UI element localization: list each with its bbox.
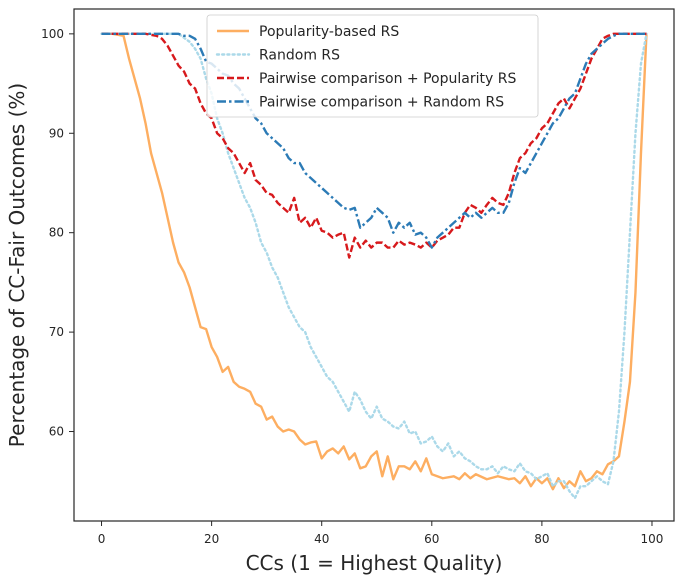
y-tick-label: 90	[49, 126, 64, 140]
x-tick-label: 100	[641, 532, 664, 546]
x-tick-label: 40	[314, 532, 329, 546]
plot-frame	[73, 8, 675, 522]
legend-frame	[206, 14, 539, 118]
y-tick-label: 70	[49, 325, 64, 339]
legend: Popularity-based RS Random RS Pairwise com…	[206, 14, 539, 118]
y-tick-label: 80	[49, 226, 64, 240]
series-line-1	[101, 32, 648, 491]
x-tick-label: 60	[424, 532, 439, 546]
legend-label-4: Pairwise comparison + Random RS	[259, 95, 504, 111]
x-axis-title: CCs (1 = Highest Quality)	[246, 551, 503, 575]
y-tick-label: 60	[49, 425, 64, 439]
x-tick-label: 20	[204, 532, 219, 546]
series-line-3	[101, 32, 647, 259]
legend-label-3: Pairwise comparison + Popularity RS	[259, 71, 516, 87]
series-line-2	[100, 32, 648, 500]
legend-label-2: Random RS	[259, 48, 340, 64]
x-tick-label: 80	[534, 532, 549, 546]
legend-label-1: Popularity-based RS	[259, 24, 399, 40]
y-axis-title: Percentage of CC-Fair Outcomes (%)	[5, 83, 29, 447]
x-tick-label: 0	[98, 532, 106, 546]
y-tick-label: 100	[41, 27, 64, 41]
